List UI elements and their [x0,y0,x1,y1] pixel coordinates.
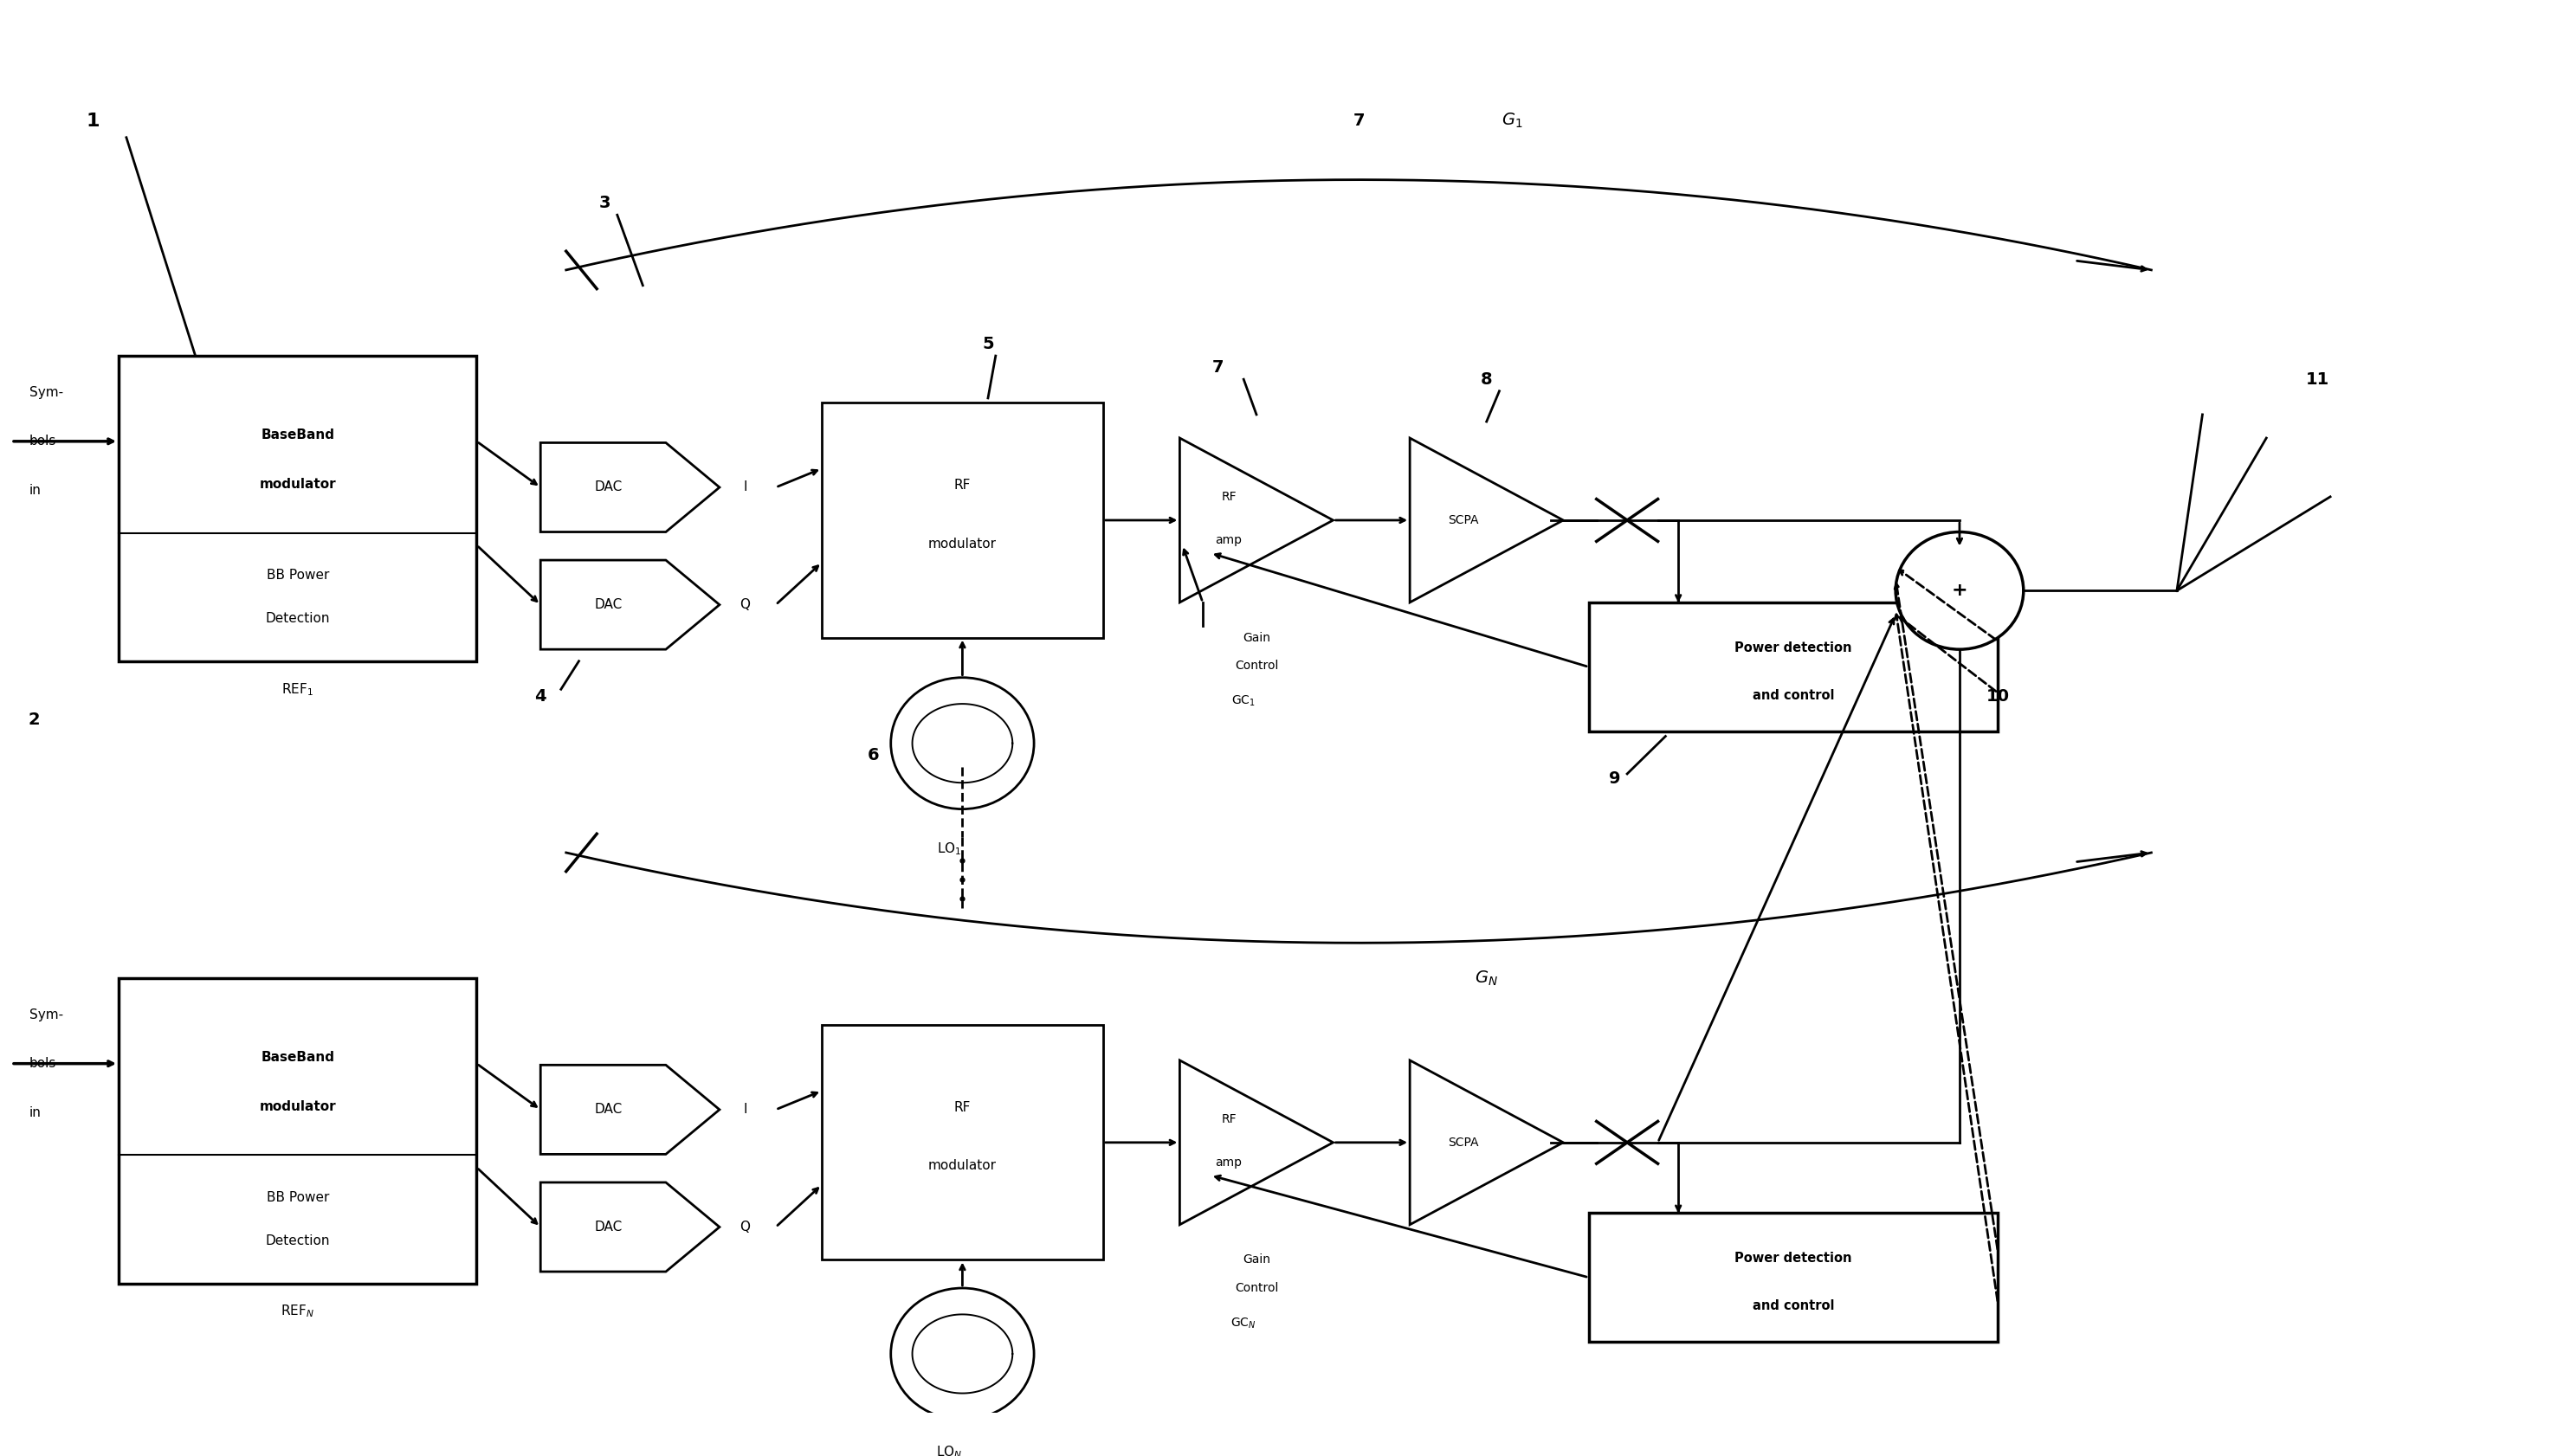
Text: bols: bols [28,435,56,448]
Text: 3: 3 [597,195,610,211]
Text: 11: 11 [2305,371,2328,387]
Text: in: in [28,483,41,496]
Text: SCPA: SCPA [1449,514,1479,526]
Text: Detection: Detection [267,612,331,625]
Text: I: I [744,1104,746,1117]
Circle shape [1895,531,2023,649]
Text: DAC: DAC [595,480,623,494]
Text: DAC: DAC [595,1220,623,1233]
Text: Sym-: Sym- [28,386,64,399]
Bar [823,1025,1103,1259]
Text: modulator: modulator [259,478,336,491]
Polygon shape [541,561,720,649]
Text: Gain: Gain [1244,1254,1269,1265]
Bar [823,403,1103,638]
Text: Power detection: Power detection [1736,641,1851,654]
Text: 10: 10 [1987,689,2010,705]
Text: Q: Q [741,1220,751,1233]
Polygon shape [541,1182,720,1271]
Text: BaseBand: BaseBand [262,1051,333,1064]
Polygon shape [1410,1060,1564,1224]
Text: BaseBand: BaseBand [262,428,333,441]
Text: modulator: modulator [928,537,997,550]
Polygon shape [541,443,720,531]
Text: 8: 8 [1479,371,1492,387]
Circle shape [890,1289,1033,1420]
Text: and control: and control [1751,1299,1833,1312]
Bar [1590,1213,1997,1342]
Text: Control: Control [1236,660,1279,671]
Text: DAC: DAC [595,1104,623,1117]
Text: 9: 9 [1608,770,1620,786]
Text: Q: Q [741,598,751,612]
Text: RF: RF [954,1101,972,1114]
Text: amp: amp [1215,1156,1241,1168]
Text: Detection: Detection [267,1235,331,1248]
Text: SCPA: SCPA [1449,1137,1479,1149]
Text: Control: Control [1236,1283,1279,1294]
Bar [118,978,477,1283]
Text: and control: and control [1751,689,1833,702]
Text: 1: 1 [87,112,100,130]
Text: 4: 4 [536,689,546,705]
Text: GC$_1$: GC$_1$ [1231,695,1256,708]
Bar [1590,603,1997,731]
Text: modulator: modulator [928,1159,997,1172]
Text: REF$_1$: REF$_1$ [282,681,313,697]
Text: 2: 2 [28,712,41,728]
Text: BB Power: BB Power [267,1191,328,1204]
Text: RF: RF [1220,1114,1236,1125]
Text: LO$_1$: LO$_1$ [938,842,962,858]
Polygon shape [1179,438,1333,603]
Bar [118,355,477,661]
Text: G$_1$: G$_1$ [1503,112,1523,130]
Text: DAC: DAC [595,598,623,612]
Text: 5: 5 [982,336,995,352]
Text: Sym-: Sym- [28,1008,64,1021]
Text: G$_N$: G$_N$ [1474,968,1497,987]
Text: I: I [744,480,746,494]
Text: BB Power: BB Power [267,569,328,582]
Circle shape [890,677,1033,810]
Polygon shape [1410,438,1564,603]
Text: 6: 6 [867,747,879,763]
Text: GC$_N$: GC$_N$ [1231,1316,1256,1331]
Text: RF: RF [954,479,972,492]
Text: +: + [1951,582,1967,600]
Text: Gain: Gain [1244,632,1269,644]
Text: in: in [28,1107,41,1118]
Text: Power detection: Power detection [1736,1252,1851,1265]
Text: modulator: modulator [259,1099,336,1112]
Polygon shape [1179,1060,1333,1224]
Text: amp: amp [1215,534,1241,546]
Polygon shape [541,1064,720,1155]
Text: RF: RF [1220,491,1236,504]
Text: bols: bols [28,1057,56,1070]
Text: 7: 7 [1213,360,1223,376]
Text: 7: 7 [1354,112,1364,130]
Text: REF$_N$: REF$_N$ [282,1303,315,1319]
Text: LO$_N$: LO$_N$ [936,1444,962,1456]
